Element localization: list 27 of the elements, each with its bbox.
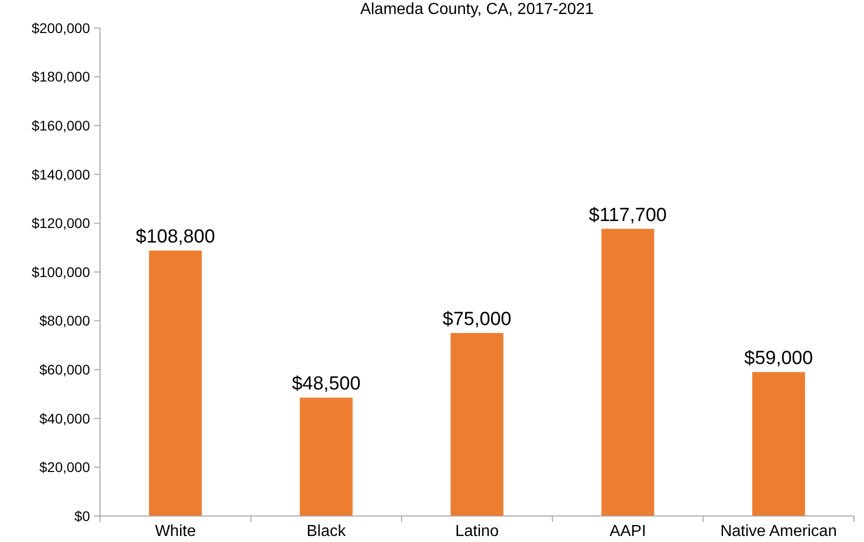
bar — [450, 333, 504, 516]
y-tick-label: $180,000 — [32, 68, 90, 85]
y-tick-label: $40,000 — [39, 410, 90, 426]
y-tick-label: $0 — [74, 508, 90, 524]
bar — [601, 228, 654, 516]
data-label: $59,000 — [744, 348, 813, 370]
x-tick-label: Latino — [455, 523, 499, 540]
y-tick-label: $60,000 — [39, 362, 90, 378]
data-label: $108,800 — [136, 226, 216, 248]
bar — [752, 372, 805, 516]
y-tick-label: $20,000 — [39, 459, 90, 476]
y-tick-label: $140,000 — [32, 166, 90, 182]
data-label: $48,500 — [292, 374, 361, 395]
bar — [300, 398, 353, 516]
data-label: $117,700 — [588, 204, 667, 226]
bar — [149, 250, 202, 516]
y-tick-label: $160,000 — [32, 118, 90, 134]
y-tick-label: $100,000 — [32, 264, 90, 280]
data-label: $75,000 — [442, 309, 512, 330]
y-tick-label: $120,000 — [32, 215, 90, 232]
x-tick-label: Native American — [720, 523, 837, 540]
y-tick-label: $200,000 — [32, 20, 90, 36]
y-tick-label: $80,000 — [39, 312, 90, 329]
chart-title: Alameda County, CA, 2017-2021 — [360, 1, 594, 18]
x-tick-label: AAPI — [610, 523, 646, 540]
x-tick-label: Black — [306, 523, 347, 540]
x-tick-label: White — [154, 523, 196, 540]
